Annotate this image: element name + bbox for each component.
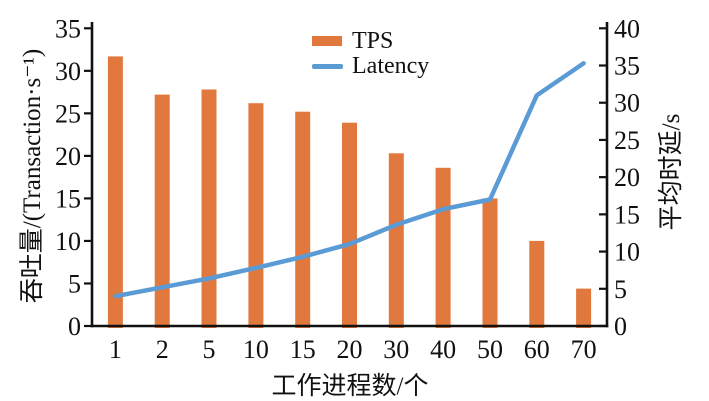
x-tick-label: 70 [571, 335, 597, 364]
x-tick-label: 15 [290, 335, 316, 364]
right-y-tick-label: 20 [614, 163, 640, 192]
x-tick-label: 60 [524, 335, 550, 364]
tps-bar-swatch-icon [312, 36, 342, 46]
tps-bar-10 [248, 103, 264, 328]
tps-bar-1 [107, 56, 123, 329]
tps-swatch-box [312, 36, 344, 46]
left-y-tick-label: 0 [68, 312, 81, 341]
legend-item-latency: Latency [312, 54, 429, 78]
left-y-tick-label: 25 [55, 99, 81, 128]
legend: TPS Latency [312, 29, 429, 78]
left-y-tick-label: 30 [55, 57, 81, 86]
latency-line-swatch-icon [312, 63, 343, 69]
right-y-tick-label: 10 [614, 238, 640, 267]
x-tick-label: 10 [243, 335, 269, 364]
latency-line [113, 61, 586, 299]
tps-bar-70 [576, 288, 592, 328]
x-tick-label: 30 [383, 335, 409, 364]
tps-bar-2 [154, 94, 170, 328]
tps-bar-40 [435, 167, 451, 328]
left-y-tick-label: 5 [68, 269, 81, 298]
tps-bar-60 [529, 240, 545, 328]
legend-item-tps: TPS [312, 29, 429, 53]
tps-bar-50 [482, 198, 498, 328]
tps-bar-20 [342, 122, 357, 328]
legend-label-tps: TPS [352, 28, 394, 54]
right-y-tick-label: 40 [614, 14, 640, 43]
right-y-tick-label: 30 [614, 89, 640, 118]
left-y-tick-label: 20 [55, 142, 81, 171]
x-axis-title: 工作进程数/个 [271, 373, 429, 400]
x-tick-label: 5 [203, 335, 216, 364]
tps-bar-15 [295, 111, 311, 328]
x-tick-label: 50 [477, 335, 503, 364]
tps-bar-5 [201, 89, 217, 328]
right-y-tick-label: 0 [614, 312, 627, 341]
x-tick-label: 40 [430, 335, 456, 364]
left-y-tick-label: 15 [55, 184, 81, 213]
right-y-tick-label: 5 [614, 275, 627, 304]
right-y-tick-label: 25 [614, 126, 640, 155]
right-y-tick-label: 35 [614, 52, 640, 81]
x-tick-label: 2 [156, 335, 169, 364]
x-tick-label: 1 [109, 335, 122, 364]
right-y-tick-label: 15 [614, 200, 640, 229]
latency-swatch-box [312, 63, 344, 69]
right-axis-title: 平均时延/s [658, 113, 685, 231]
left-y-tick-label: 35 [55, 14, 81, 43]
x-tick-label: 20 [337, 335, 363, 364]
left-y-tick-label: 10 [55, 227, 81, 256]
legend-label-latency: Latency [352, 53, 430, 79]
tps-bar-30 [388, 153, 404, 328]
left-axis-title: 吞吐量/(Transaction·s⁻¹) [19, 48, 46, 304]
